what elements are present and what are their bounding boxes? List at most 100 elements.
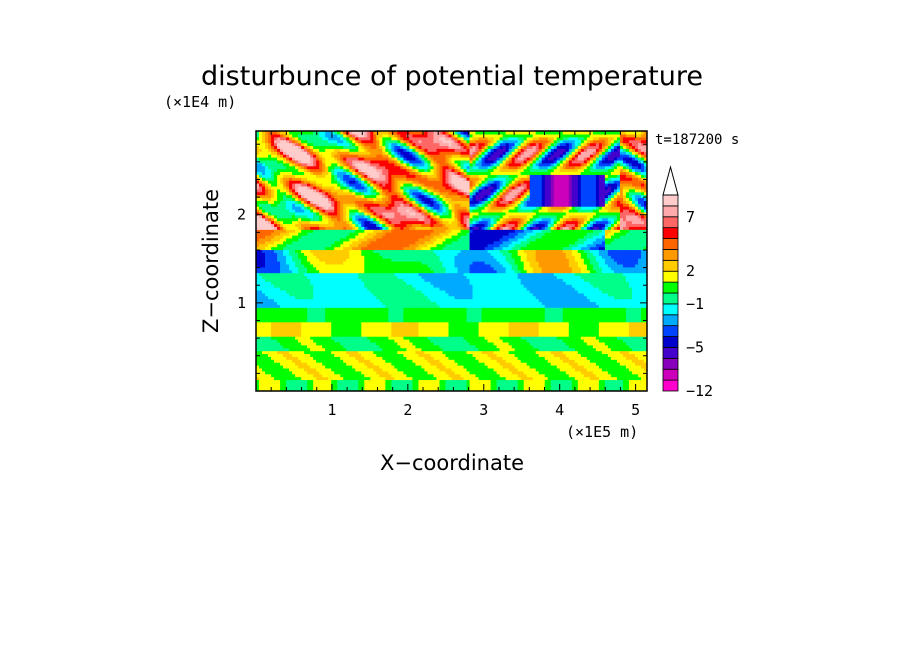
heatmap-cell xyxy=(325,333,329,337)
heatmap-cell xyxy=(328,341,332,346)
heatmap-cell xyxy=(337,367,341,372)
heatmap-cell xyxy=(499,341,504,346)
heatmap-cell xyxy=(499,330,504,334)
heatmap-cell xyxy=(550,373,555,378)
heatmap-cell xyxy=(517,356,522,360)
heatmap-cell xyxy=(298,373,302,378)
heatmap-cell xyxy=(559,382,564,386)
heatmap-cell xyxy=(439,341,444,346)
heatmap-cell xyxy=(313,388,317,391)
heatmap-cell xyxy=(463,370,468,375)
heatmap-cell xyxy=(637,350,642,355)
heatmap-cell xyxy=(529,341,534,346)
heatmap-cell xyxy=(322,347,326,352)
heatmap-cell xyxy=(436,362,441,366)
heatmap-cell xyxy=(460,344,465,349)
heatmap-cell xyxy=(340,339,344,343)
heatmap-cell xyxy=(457,373,462,378)
heatmap-cell xyxy=(427,339,432,343)
heatmap-field xyxy=(256,131,647,391)
heatmap-cell xyxy=(616,370,621,375)
heatmap-cell xyxy=(451,359,456,363)
heatmap-cell xyxy=(556,373,561,378)
heatmap-cell xyxy=(280,359,284,363)
heatmap-cell xyxy=(418,359,423,363)
heatmap-cell xyxy=(319,379,323,383)
heatmap-cell xyxy=(454,376,459,381)
heatmap-cell xyxy=(370,376,374,381)
heatmap-cell xyxy=(352,370,356,375)
heatmap-cell xyxy=(514,347,519,352)
heatmap-cell xyxy=(427,341,432,346)
heatmap-cell xyxy=(481,365,486,369)
heatmap-cell xyxy=(301,347,305,352)
heatmap-cell xyxy=(580,341,585,346)
heatmap-cell xyxy=(448,350,453,355)
heatmap-cell xyxy=(403,367,407,372)
heatmap-cell xyxy=(412,370,417,375)
heatmap-cell xyxy=(514,339,519,343)
heatmap-cell xyxy=(481,327,486,331)
heatmap-cell xyxy=(310,339,314,343)
heatmap-cell xyxy=(346,388,350,391)
heatmap-cell xyxy=(475,344,480,349)
heatmap-cell xyxy=(388,388,392,391)
heatmap-cell xyxy=(400,385,404,389)
heatmap-cell xyxy=(451,362,456,366)
heatmap-cell xyxy=(358,347,362,352)
heatmap-cell xyxy=(388,336,392,340)
heatmap-cell xyxy=(364,339,368,343)
heatmap-cell xyxy=(478,362,483,366)
heatmap-cell xyxy=(523,353,528,357)
heatmap-cell xyxy=(352,350,356,355)
heatmap-cell xyxy=(379,365,383,369)
heatmap-cell xyxy=(433,356,438,360)
heatmap-cell xyxy=(478,367,483,372)
heatmap-cell xyxy=(571,356,576,360)
heatmap-cell xyxy=(502,382,507,386)
heatmap-cell xyxy=(439,333,444,337)
heatmap-cell xyxy=(271,336,275,340)
heatmap-cell xyxy=(295,382,299,386)
heatmap-cell xyxy=(340,333,344,337)
heatmap-cell xyxy=(526,350,531,355)
heatmap-cell xyxy=(628,382,633,386)
heatmap-cell xyxy=(346,353,350,357)
heatmap-cell xyxy=(517,362,522,366)
heatmap-cell xyxy=(577,388,582,391)
heatmap-cell xyxy=(508,376,513,381)
heatmap-cell xyxy=(391,356,395,360)
heatmap-cell xyxy=(364,388,368,391)
heatmap-cell xyxy=(376,382,380,386)
heatmap-cell xyxy=(364,376,368,381)
heatmap-cell xyxy=(286,324,290,329)
heatmap-cell xyxy=(538,341,543,346)
heatmap-cell xyxy=(547,327,552,331)
heatmap-cell xyxy=(547,333,552,337)
heatmap-cell xyxy=(259,336,263,340)
heatmap-cell xyxy=(619,347,624,352)
heatmap-cell xyxy=(568,350,573,355)
heatmap-cell xyxy=(460,365,465,369)
heatmap-cell xyxy=(337,347,341,352)
heatmap-cell xyxy=(493,376,498,381)
heatmap-cell xyxy=(322,359,326,363)
heatmap-cell xyxy=(565,350,570,355)
heatmap-cell xyxy=(637,359,642,363)
heatmap-cell xyxy=(643,339,647,343)
heatmap-cell xyxy=(364,370,368,375)
heatmap-cell xyxy=(403,388,407,391)
heatmap-cell xyxy=(349,341,353,346)
heatmap-cell xyxy=(268,324,272,329)
heatmap-cell xyxy=(310,353,314,357)
heatmap-cell xyxy=(289,341,293,346)
heatmap-cell xyxy=(553,388,558,391)
heatmap-cell xyxy=(583,327,588,331)
heatmap-cell xyxy=(568,353,573,357)
heatmap-cell xyxy=(472,367,477,372)
heatmap-cell xyxy=(514,353,519,357)
heatmap-cell xyxy=(421,333,426,337)
heatmap-cell xyxy=(292,370,296,375)
heatmap-cell xyxy=(358,359,362,363)
heatmap-cell xyxy=(424,385,429,389)
